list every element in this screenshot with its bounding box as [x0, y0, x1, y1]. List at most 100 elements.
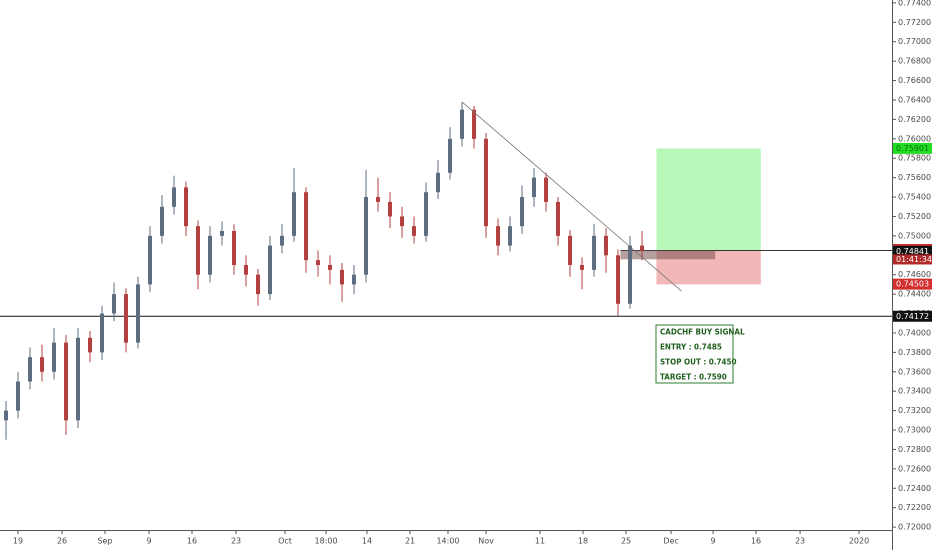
- candle-body: [172, 187, 177, 207]
- candle-body: [256, 274, 261, 295]
- price-axis: [892, 0, 932, 550]
- support-tag-bg: [893, 310, 932, 322]
- y-tick-label: 0.77000: [898, 37, 931, 46]
- x-tick-label: 23: [231, 537, 241, 546]
- candle-body: [616, 255, 621, 304]
- y-tick-label: 0.72200: [898, 503, 931, 512]
- candle-body: [556, 201, 561, 236]
- y-tick-label: 0.77200: [898, 18, 931, 27]
- candle-body: [580, 265, 585, 270]
- candle-body: [196, 226, 201, 275]
- candle-body: [64, 342, 69, 421]
- x-tick-label: 19: [13, 537, 23, 546]
- x-tick-label: 25: [621, 537, 631, 546]
- candle-body: [484, 138, 489, 227]
- candle-body: [472, 109, 477, 139]
- y-tick-label: 0.74600: [898, 270, 931, 279]
- candle-body: [628, 245, 633, 304]
- x-tick-label: 18: [578, 537, 588, 546]
- price-tag: 0.75901: [896, 144, 929, 153]
- candle-body: [400, 216, 405, 227]
- price-tag-bg: [893, 142, 932, 154]
- candle-body: [424, 192, 429, 236]
- x-tick-label: 18:00: [315, 537, 338, 546]
- price-tag-bg: [893, 278, 932, 290]
- candle-body: [76, 337, 81, 421]
- y-tick-label: 0.76600: [898, 76, 931, 85]
- candle-body: [112, 294, 117, 314]
- y-tick-label: 0.72400: [898, 484, 931, 493]
- y-tick-label: 0.74000: [898, 328, 931, 337]
- candle-body: [496, 226, 501, 246]
- candle-body: [268, 245, 273, 295]
- candle-body: [364, 197, 369, 275]
- countdown: 01:41:34: [896, 255, 932, 264]
- y-tick-label: 0.75400: [898, 193, 931, 202]
- signal-box: [655, 324, 734, 384]
- candle-body: [592, 235, 597, 270]
- candle-body: [448, 138, 453, 173]
- x-tick-label: 23: [795, 537, 805, 546]
- candle-body: [292, 192, 297, 236]
- x-tick-label: 14: [362, 537, 372, 546]
- trendline: [461, 101, 682, 292]
- candle-body: [508, 226, 513, 246]
- candle-body: [460, 109, 465, 139]
- x-tick-label: 26: [57, 537, 67, 546]
- candle-body: [124, 294, 129, 343]
- x-tick-label: Sep: [97, 537, 112, 546]
- y-tick-label: 0.75000: [898, 231, 931, 240]
- candle-body: [16, 381, 21, 411]
- candle-body: [40, 357, 45, 372]
- y-tick-label: 0.75800: [898, 154, 931, 163]
- y-tick-label: 0.73000: [898, 426, 931, 435]
- x-tick-label: 11: [535, 537, 545, 546]
- open-pnl: [620, 250, 716, 260]
- candle-body: [532, 177, 537, 198]
- candle-body: [316, 260, 321, 265]
- candle-body: [4, 410, 9, 421]
- candle-body: [88, 337, 93, 353]
- candle-body: [208, 235, 213, 275]
- y-tick-label: 0.72000: [898, 523, 931, 532]
- signal-line: TARGET : 0.7590: [660, 373, 727, 382]
- signal-line: STOP OUT : 0.7450: [660, 358, 737, 367]
- y-tick-label: 0.76000: [898, 134, 931, 143]
- x-tick-label: Dec: [663, 537, 678, 546]
- y-tick-label: 0.74400: [898, 290, 931, 299]
- signal-line: CADCHF BUY SIGNAL: [660, 328, 745, 337]
- price-tag-bg: [893, 245, 932, 257]
- candle-body: [568, 235, 573, 265]
- price-tag: 0.74841: [896, 247, 929, 256]
- candle-body: [52, 342, 57, 372]
- x-tick-label: 16: [187, 537, 197, 546]
- candle-body: [544, 177, 549, 202]
- x-tick-label: 21: [405, 537, 415, 546]
- candle-body: [436, 172, 441, 193]
- candle-body: [100, 313, 105, 353]
- candle-body: [520, 197, 525, 227]
- x-tick-label: 2020: [849, 537, 869, 546]
- candle-body: [232, 231, 237, 265]
- y-tick-label: 0.73200: [898, 406, 931, 415]
- x-tick-label: 16: [751, 537, 761, 546]
- candle-body: [604, 235, 609, 256]
- candle-body: [328, 265, 333, 270]
- candle-body: [136, 284, 141, 343]
- y-tick-label: 0.77400: [898, 0, 931, 7]
- y-tick-label: 0.76800: [898, 57, 931, 66]
- candle-body: [184, 187, 189, 227]
- y-tick-label: 0.73400: [898, 387, 931, 396]
- candle-body: [220, 231, 225, 236]
- y-tick-label: 0.76200: [898, 115, 931, 124]
- x-tick-label: 9: [711, 537, 716, 546]
- support-tag: 0.74172: [896, 312, 929, 321]
- candle-body: [244, 265, 249, 275]
- candle-body: [640, 245, 645, 251]
- x-tick-label: Nov: [478, 537, 494, 546]
- x-tick-label: Oct: [278, 537, 292, 546]
- candle-body: [412, 226, 417, 236]
- price-tag: 0.74503: [896, 280, 929, 289]
- countdown-bg: [893, 254, 932, 265]
